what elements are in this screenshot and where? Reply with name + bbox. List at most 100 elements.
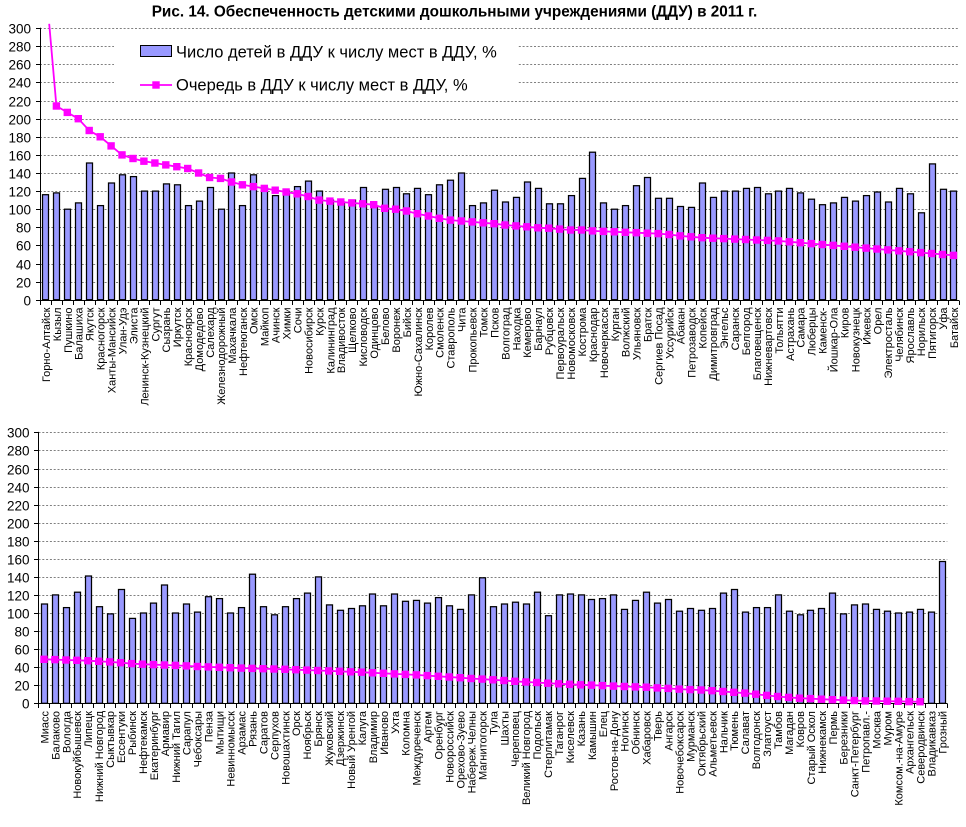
svg-text:Магадан: Магадан <box>784 711 796 755</box>
svg-text:Нижний Тагил: Нижний Тагил <box>171 711 183 783</box>
svg-text:Энгельс: Энгельс <box>719 307 731 349</box>
svg-text:Казань: Казань <box>576 711 588 747</box>
svg-text:60: 60 <box>14 642 29 657</box>
svg-text:Пенза: Пенза <box>204 710 216 742</box>
svg-text:Томск: Томск <box>479 307 491 337</box>
svg-text:Курган: Курган <box>610 308 622 342</box>
svg-text:Якутск: Якутск <box>85 307 97 341</box>
svg-text:Прокопьевск: Прокопьевск <box>468 307 480 372</box>
svg-text:Копейск: Копейск <box>697 307 709 348</box>
svg-text:Абакан: Абакан <box>675 308 687 345</box>
svg-text:Волгоград: Волгоград <box>500 307 512 360</box>
svg-text:Обнинск: Обнинск <box>631 711 643 755</box>
svg-text:Нижний Новгород: Нижний Новгород <box>94 710 106 802</box>
svg-text:Рубцовск: Рубцовск <box>544 307 556 355</box>
svg-text:240: 240 <box>7 480 30 495</box>
svg-text:20: 20 <box>14 678 29 693</box>
svg-text:Ачинск: Ачинск <box>271 307 283 343</box>
svg-text:Дзержинск: Дзержинск <box>335 711 347 766</box>
svg-text:Рязань: Рязань <box>247 711 259 747</box>
svg-text:Белово: Белово <box>380 308 392 345</box>
svg-text:Новокузнецк: Новокузнецк <box>850 307 862 372</box>
svg-text:80: 80 <box>16 220 31 235</box>
svg-text:Набереж.Челны: Набереж.Челны <box>466 711 478 793</box>
svg-text:0: 0 <box>23 293 31 308</box>
svg-text:Сыктывкар: Сыктывкар <box>105 711 117 768</box>
svg-text:Ставрополь: Ставрополь <box>446 307 458 368</box>
svg-text:Оренбург: Оренбург <box>434 711 446 759</box>
svg-text:Старый Оскол: Старый Оскол <box>806 711 818 785</box>
svg-text:Омск: Омск <box>249 307 261 334</box>
svg-text:Тверь: Тверь <box>653 711 665 741</box>
svg-text:Новосибирск: Новосибирск <box>303 307 315 374</box>
svg-text:280: 280 <box>7 443 30 458</box>
svg-text:Рис. 14. Обеспеченность детски: Рис. 14. Обеспеченность детскими дошколь… <box>152 4 758 21</box>
svg-text:Киселевск: Киселевск <box>565 711 577 764</box>
svg-text:Шахты: Шахты <box>499 711 511 746</box>
svg-text:Число детей в ДДУ к числу мест: Число детей в ДДУ к числу мест в ДДУ, % <box>176 43 497 61</box>
svg-text:80: 80 <box>14 624 29 639</box>
svg-text:Иркутск: Иркутск <box>172 307 184 347</box>
svg-text:Калуга: Калуга <box>357 710 369 745</box>
svg-text:Муром: Муром <box>883 711 895 745</box>
svg-text:280: 280 <box>8 39 31 54</box>
svg-text:Владивосток: Владивосток <box>336 307 348 373</box>
svg-text:Комсом.-на-Амуре: Комсом.-на-Амуре <box>894 711 906 806</box>
svg-text:Ижевск: Ижевск <box>861 307 873 345</box>
svg-text:Тюмень: Тюмень <box>729 711 741 751</box>
svg-text:300: 300 <box>7 425 30 440</box>
svg-text:Октябрьский: Октябрьский <box>696 711 708 776</box>
svg-text:Ессентуки: Ессентуки <box>116 711 128 763</box>
svg-text:Сочи: Сочи <box>293 308 305 334</box>
svg-text:Норильск: Норильск <box>916 307 928 356</box>
svg-text:Махачкала: Махачкала <box>227 307 239 364</box>
svg-text:Астрахань: Астрахань <box>785 307 797 361</box>
svg-text:Уссурийск: Уссурийск <box>664 307 676 359</box>
svg-text:Саранск: Саранск <box>730 307 742 350</box>
svg-text:Чита: Чита <box>457 307 469 332</box>
svg-text:Стерлитамак: Стерлитамак <box>543 711 555 778</box>
svg-text:Южно-Сахалинск: Южно-Сахалинск <box>413 307 425 396</box>
svg-text:Серпухов: Серпухов <box>269 711 281 760</box>
svg-text:Краснодар: Краснодар <box>588 308 600 363</box>
svg-text:40: 40 <box>16 257 31 272</box>
svg-text:Саратов: Саратов <box>258 711 270 754</box>
svg-text:Димитровград: Димитровград <box>708 307 720 381</box>
svg-text:Петрозаводск: Петрозаводск <box>686 307 698 377</box>
svg-text:Череповец: Череповец <box>510 710 522 767</box>
svg-text:Ковров: Ковров <box>795 711 807 748</box>
svg-text:300: 300 <box>8 21 31 36</box>
svg-text:Бийск: Бийск <box>402 307 414 337</box>
svg-text:Красногорск: Красногорск <box>96 307 108 370</box>
svg-text:200: 200 <box>7 516 30 531</box>
svg-text:Миасс: Миасс <box>39 711 51 744</box>
svg-text:Самара: Самара <box>796 307 808 348</box>
svg-text:Новокуйбышевск: Новокуйбышевск <box>72 711 84 799</box>
svg-text:Невинномысск: Невинномысск <box>226 711 238 787</box>
svg-text:20: 20 <box>16 275 31 290</box>
svg-text:Ханты-Мансийск: Ханты-Мансийск <box>107 307 119 393</box>
svg-text:Сергиев Посад: Сергиев Посад <box>654 307 666 385</box>
svg-text:220: 220 <box>8 94 31 109</box>
svg-text:Балашиха: Балашиха <box>74 307 86 360</box>
svg-text:Орел: Орел <box>872 308 884 335</box>
svg-text:Чебоксары: Чебоксары <box>193 711 205 767</box>
svg-text:Химки: Химки <box>282 308 294 340</box>
svg-text:Киров: Киров <box>840 307 852 338</box>
svg-text:Горно-Алтайск: Горно-Алтайск <box>41 307 53 382</box>
svg-text:Ухта: Ухта <box>390 710 402 734</box>
svg-text:Златоуст: Златоуст <box>762 711 774 757</box>
svg-text:Калининград: Калининград <box>325 307 337 374</box>
svg-text:Орск: Орск <box>291 711 303 736</box>
svg-text:Одинцово: Одинцово <box>369 308 381 359</box>
svg-text:Батайск: Батайск <box>949 307 961 348</box>
svg-text:Элиста: Элиста <box>128 307 140 345</box>
svg-text:200: 200 <box>8 112 31 127</box>
svg-text:Новороссийск: Новороссийск <box>445 711 457 783</box>
svg-text:Нальчик: Нальчик <box>718 711 730 753</box>
svg-text:Нефтекамск: Нефтекамск <box>138 711 150 774</box>
svg-text:Салават: Салават <box>740 711 752 754</box>
svg-text:Ульяновск: Ульяновск <box>632 307 644 360</box>
svg-text:Петропавл.-: Петропавл.- <box>861 711 873 773</box>
svg-text:Грозный: Грозный <box>937 711 949 754</box>
